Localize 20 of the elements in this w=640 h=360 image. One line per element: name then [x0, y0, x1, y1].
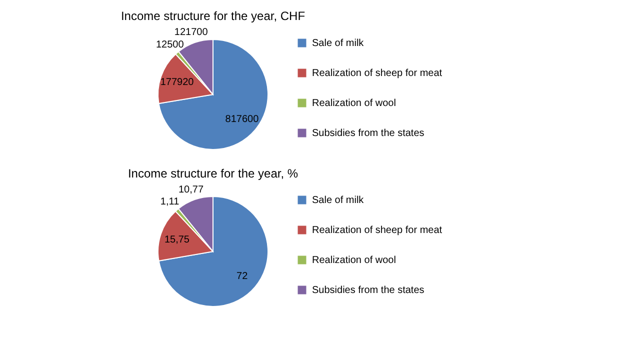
data-label: 15,75 — [164, 234, 190, 246]
data-label: 72 — [236, 270, 248, 282]
legend-label: Realization of sheep for meat — [312, 68, 442, 79]
chart-title: Income structure for the year, CHF — [120, 9, 306, 24]
legend-label: Sale of milk — [312, 195, 365, 206]
pie-slice — [158, 39, 268, 150]
data-label: 177920 — [160, 77, 194, 88]
legend-label: Realization of wool — [312, 255, 396, 266]
legend-label: Sale of milk — [312, 38, 365, 49]
data-label: 1,11 — [160, 196, 180, 208]
pie-slice — [158, 196, 268, 307]
legend-label: Realization of wool — [312, 98, 396, 109]
legend-label: Realization of sheep for meat — [312, 225, 442, 236]
data-label: 10,77 — [178, 184, 204, 196]
legend-label: Subsidies from the states — [312, 128, 424, 139]
data-label: 121700 — [174, 27, 208, 38]
data-label: 817600 — [225, 114, 260, 126]
chart-title: Income structure for the year, % — [128, 166, 298, 180]
data-label: 12500 — [156, 40, 184, 51]
legend-label: Subsidies from the states — [312, 285, 424, 296]
